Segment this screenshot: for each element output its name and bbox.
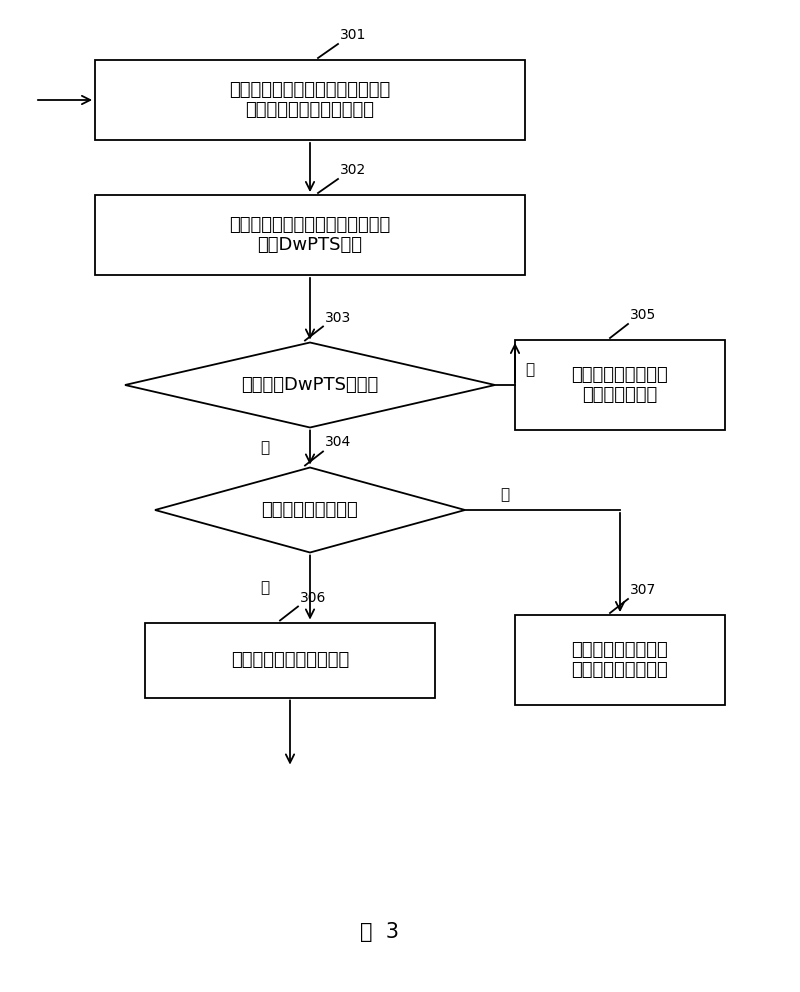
Text: 否: 否 [501, 487, 510, 503]
Text: 303: 303 [325, 310, 351, 324]
Bar [145, 623, 435, 697]
Text: 判定接收机是否饱和: 判定接收机是否饱和 [262, 501, 358, 519]
Text: 304: 304 [325, 435, 351, 449]
Bar [95, 60, 525, 140]
Text: 302: 302 [340, 163, 366, 177]
Text: 是: 是 [261, 580, 270, 595]
Text: 能否获得DwPTS的位置: 能否获得DwPTS的位置 [242, 376, 378, 394]
Text: 用特征窗判定法搜索多个子帧数据
中的DwPTS位置: 用特征窗判定法搜索多个子帧数据 中的DwPTS位置 [230, 215, 390, 254]
Text: 图  3: 图 3 [361, 922, 399, 942]
Text: 否: 否 [261, 440, 270, 455]
Text: 大步长降低接收机的增益: 大步长降低接收机的增益 [231, 651, 349, 669]
Text: 307: 307 [630, 583, 656, 597]
Polygon shape [155, 467, 465, 553]
Text: 305: 305 [630, 308, 656, 322]
Bar [515, 615, 725, 705]
Bar [515, 340, 725, 430]
Text: 判定当前载波频率下
没有可以工作的基站: 判定当前载波频率下 没有可以工作的基站 [572, 641, 668, 680]
Text: 是: 是 [526, 362, 534, 378]
Bar [95, 195, 525, 275]
Text: 301: 301 [340, 28, 366, 42]
Polygon shape [125, 342, 495, 428]
Text: 306: 306 [300, 590, 326, 604]
Text: 继续执行小区初始搜
索中的其他步骤: 继续执行小区初始搜 索中的其他步骤 [572, 366, 668, 405]
Text: 终端接收机在适当增益下接收并记
录基站发射的多个子帧数据: 终端接收机在适当增益下接收并记 录基站发射的多个子帧数据 [230, 80, 390, 119]
